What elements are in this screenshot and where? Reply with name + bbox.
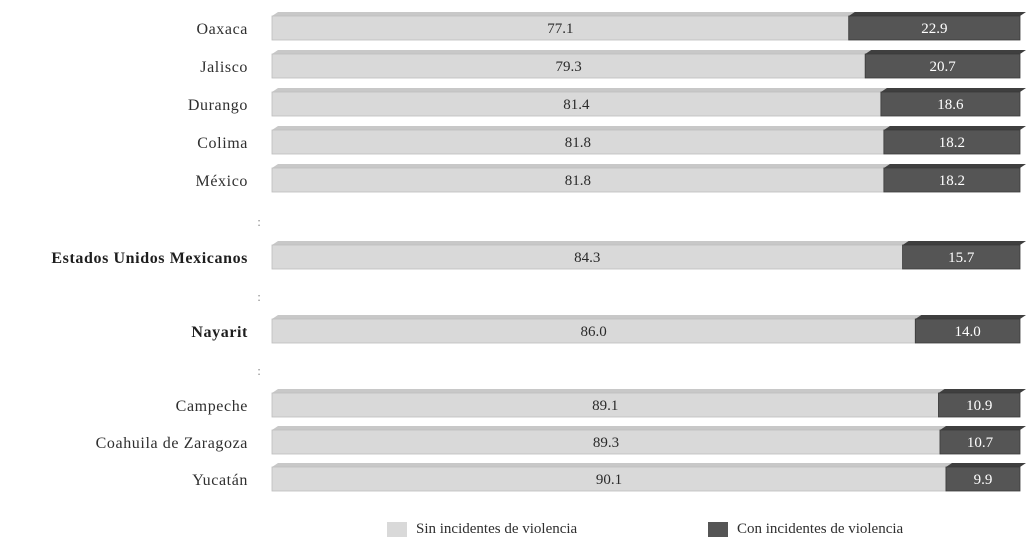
- bar-top-sin-campeche: [272, 389, 945, 393]
- bar-segment-con-campeche: [938, 392, 1021, 418]
- bar-segment-sin-colima: [271, 129, 885, 155]
- separator-dots-2: :: [257, 363, 261, 378]
- bar-segment-con-estados-unidos-mexicanos: [902, 244, 1021, 270]
- value-label-con-mexico: 18.2: [939, 173, 965, 189]
- legend-item-sin-incidentes: Sin incidentes de violencia: [387, 521, 577, 538]
- value-label-sin-estados-unidos-mexicanos: 84.3: [574, 250, 600, 266]
- legend: Sin incidentes de violencia Con incident…: [0, 519, 1027, 541]
- legend-label-con-incidentes: Con incidentes de violencia: [737, 521, 904, 537]
- value-label-sin-jalisco: 79.3: [555, 59, 581, 75]
- bar-top-sin-oaxaca: [272, 12, 855, 16]
- separator-dots-1: :: [257, 289, 261, 304]
- bar-segment-con-yucatan: [945, 466, 1021, 492]
- bar-segment-con-coahuila-de-zaragoza: [939, 429, 1021, 455]
- value-label-sin-nayarit: 86.0: [581, 324, 607, 340]
- category-label-yucatan: Yucatán: [192, 472, 248, 489]
- value-label-con-estados-unidos-mexicanos: 15.7: [948, 250, 975, 266]
- category-label-nayarit: Nayarit: [191, 324, 248, 341]
- category-label-colima: Colima: [197, 135, 248, 152]
- category-label-durango: Durango: [188, 97, 248, 114]
- bar-top-con-campeche: [938, 389, 1026, 393]
- bar-top-sin-mexico: [272, 164, 890, 168]
- bar-segment-con-durango: [880, 91, 1021, 117]
- value-label-con-yucatan: 9.9: [974, 472, 993, 488]
- value-label-sin-mexico: 81.8: [565, 173, 591, 189]
- bar-top-con-mexico: [883, 164, 1026, 168]
- value-label-sin-campeche: 89.1: [592, 398, 618, 414]
- value-label-con-coahuila-de-zaragoza: 10.7: [967, 435, 994, 451]
- bar-top-con-nayarit: [915, 315, 1026, 319]
- bar-top-sin-colima: [272, 126, 890, 130]
- bar-top-sin-nayarit: [272, 315, 922, 319]
- bar-top-con-durango: [880, 88, 1026, 92]
- bar-top-con-colima: [883, 126, 1026, 130]
- bar-segment-sin-nayarit: [271, 318, 916, 344]
- bar-segment-sin-yucatan: [271, 466, 947, 492]
- bar-top-sin-durango: [272, 88, 887, 92]
- bar-segment-sin-jalisco: [271, 53, 866, 79]
- category-label-mexico: México: [196, 173, 248, 190]
- bar-top-sin-estados-unidos-mexicanos: [272, 241, 909, 245]
- value-label-sin-coahuila-de-zaragoza: 89.3: [593, 435, 619, 451]
- category-label-jalisco: Jalisco: [200, 59, 248, 76]
- bar-segment-con-oaxaca: [848, 15, 1021, 41]
- legend-swatch-sin-incidentes: [387, 522, 407, 537]
- bar-segment-con-colima: [883, 129, 1021, 155]
- value-label-con-nayarit: 14.0: [955, 324, 981, 340]
- bar-top-con-coahuila-de-zaragoza: [939, 426, 1026, 430]
- value-label-sin-colima: 81.8: [565, 135, 591, 151]
- legend-item-con-incidentes: Con incidentes de violencia: [708, 521, 903, 538]
- bar-top-sin-jalisco: [272, 50, 872, 54]
- value-label-con-campeche: 10.9: [966, 398, 992, 414]
- category-label-estados-unidos-mexicanos: Estados Unidos Mexicanos: [51, 250, 248, 267]
- value-label-sin-yucatan: 90.1: [596, 472, 622, 488]
- bar-segment-sin-oaxaca: [271, 15, 850, 41]
- separator-dots-0: :: [257, 214, 261, 229]
- legend-label-sin-incidentes: Sin incidentes de violencia: [416, 521, 578, 537]
- bar-segment-sin-mexico: [271, 167, 885, 193]
- bar-top-con-jalisco: [865, 50, 1026, 54]
- category-label-coahuila-de-zaragoza: Coahuila de Zaragoza: [96, 435, 248, 452]
- value-label-con-oaxaca: 22.9: [921, 21, 947, 37]
- category-label-campeche: Campeche: [176, 398, 248, 415]
- value-label-con-jalisco: 20.7: [929, 59, 956, 75]
- bar-top-con-oaxaca: [848, 12, 1026, 16]
- bar-top-sin-yucatan: [272, 463, 952, 467]
- value-label-con-durango: 18.6: [937, 97, 964, 113]
- bar-top-con-estados-unidos-mexicanos: [902, 241, 1026, 245]
- value-label-sin-durango: 81.4: [563, 97, 590, 113]
- value-label-sin-oaxaca: 77.1: [547, 21, 573, 37]
- bar-segment-con-nayarit: [914, 318, 1021, 344]
- bar-segment-sin-durango: [271, 91, 882, 117]
- category-label-oaxaca: Oaxaca: [196, 21, 248, 38]
- value-label-con-colima: 18.2: [939, 135, 965, 151]
- bar-segment-con-mexico: [883, 167, 1021, 193]
- bar-top-con-yucatan: [945, 463, 1026, 467]
- bar-segment-con-jalisco: [864, 53, 1021, 79]
- bar-segment-sin-coahuila-de-zaragoza: [271, 429, 941, 455]
- bar-top-sin-coahuila-de-zaragoza: [272, 426, 946, 430]
- legend-swatch-con-incidentes: [708, 522, 728, 537]
